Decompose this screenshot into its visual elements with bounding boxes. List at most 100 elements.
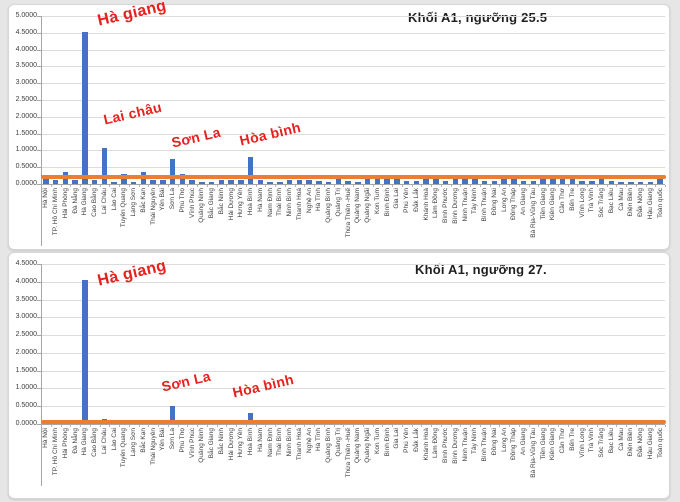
x-axis-category-label: Bắc Kạn: [139, 188, 149, 218]
chart-bar: [628, 182, 634, 184]
x-axis-category-label-text: Quảng Ngãi: [364, 188, 372, 223]
x-axis-tick: [265, 425, 267, 427]
x-axis-category-label: Toàn quốc: [655, 188, 665, 223]
chart-bar: [540, 176, 546, 184]
x-axis-category-label: Hải Dương: [226, 428, 236, 465]
x-axis-category-label: Quảng Trị: [334, 428, 344, 462]
x-axis-category-label: Trà Vinh: [587, 428, 597, 457]
x-axis-category-label-text: Bình Dương: [451, 428, 459, 464]
x-axis-tick: [635, 185, 637, 187]
x-axis-tick: [206, 425, 208, 427]
chart-bar: [277, 181, 283, 184]
x-axis-category-label-text: Bến Tre: [568, 428, 576, 451]
chart-bar: [511, 176, 517, 184]
x-axis-tick: [128, 425, 130, 427]
x-axis-category-label-text: Sóc Trăng: [598, 188, 606, 218]
x-axis-tick: [450, 425, 452, 427]
x-axis-category-label-text: Hà Nội: [42, 188, 50, 208]
x-axis-category-label: Lạng Sơn: [129, 188, 139, 221]
x-axis-category-label: Vĩnh Long: [577, 428, 587, 463]
y-axis-tick: [37, 32, 41, 34]
gridline: [41, 167, 665, 169]
y-axis-tick-label: 3.5000: [15, 62, 37, 70]
x-axis-category-label-text: Hoà Bình: [247, 428, 255, 456]
x-axis-category-label: Đồng Tháp: [509, 188, 519, 225]
chart-bar: [520, 180, 527, 184]
x-axis-category-label: Ninh Bình: [285, 428, 295, 462]
x-axis-tick: [362, 425, 364, 427]
x-axis-category-label-text: Sơn La: [169, 188, 177, 210]
x-axis-tick: [655, 425, 657, 427]
x-axis-tick: [567, 185, 569, 187]
x-axis-category-label: Bắc Ninh: [217, 428, 227, 459]
y-axis-tick-label: 2.5000: [15, 331, 37, 339]
x-axis-tick: [616, 425, 618, 427]
x-axis-tick: [333, 185, 335, 187]
x-axis-tick: [50, 425, 52, 427]
x-axis-tick: [177, 425, 179, 427]
x-axis-tick: [226, 185, 228, 187]
x-axis-category-label-text: Hà Nội: [42, 428, 50, 448]
chart-bar: [647, 182, 654, 184]
x-axis-category-label-text: Quảng Ninh: [198, 188, 206, 223]
gridline: [41, 406, 665, 408]
x-axis-tick: [70, 425, 72, 427]
x-axis-tick: [421, 185, 423, 187]
x-axis-category-label: Kon Tum: [373, 428, 383, 459]
x-axis-category-label: Phú Thọ: [178, 428, 188, 457]
x-axis-category-label: Bạc Liêu: [607, 428, 617, 458]
x-axis-category-label-text: Bình Thuận: [481, 188, 489, 222]
x-axis-tick: [158, 185, 159, 187]
x-axis-category-label-text: Bình Phước: [442, 428, 450, 463]
x-axis-tick: [80, 425, 81, 427]
x-axis-category-label-text: Quảng Ninh: [198, 428, 206, 463]
x-axis-category-label: Yên Bái: [158, 188, 168, 216]
x-axis-category-label-text: Hưng Yên: [237, 188, 245, 218]
chart-bar: [403, 180, 410, 184]
y-axis-tick-label: 2.0000: [15, 348, 37, 356]
x-axis-category-label-text: Hà Giang: [81, 188, 89, 216]
x-axis-tick: [509, 185, 510, 187]
x-axis-category-label-text: Toàn quốc: [656, 188, 664, 218]
gridline: [41, 66, 665, 68]
chart-bar: [413, 180, 420, 184]
x-axis-category-label-text: Hậu Giang: [646, 428, 654, 460]
x-axis-category-label-text: Kiên Giang: [549, 188, 557, 221]
x-axis-category-label-text: Hải Dương: [227, 188, 235, 221]
x-axis-category-label: Cao Bằng: [90, 188, 100, 222]
x-axis-tick: [236, 185, 237, 187]
x-axis-category-label: Đồng Nai: [490, 188, 500, 220]
x-axis-category-label: Quảng Ngãi: [363, 188, 373, 228]
x-axis-category-label: Bình Dương: [451, 188, 461, 229]
x-axis-category-label: Đà Nẵng: [70, 188, 80, 219]
chart-bar: [316, 181, 322, 184]
x-axis-tick: [606, 425, 608, 427]
x-axis-category-label-text: Đồng Tháp: [510, 188, 518, 221]
x-axis-tick: [60, 185, 62, 187]
x-axis-category-label: Ninh Thuận: [460, 188, 470, 227]
chart-bar: [579, 180, 585, 184]
x-axis-tick: [245, 425, 247, 427]
chart-bar: [423, 179, 429, 184]
x-axis-category-label-text: Đồng Nai: [490, 428, 498, 456]
x-axis-category-label-text: Bắc Kạn: [139, 428, 147, 453]
x-axis-tick: [479, 425, 481, 427]
x-axis-category-label: Bình Định: [382, 428, 392, 462]
chart-bar: [452, 175, 459, 184]
x-axis-category-label-text: Gia Lai: [393, 428, 401, 449]
chart-bar: [472, 179, 478, 184]
y-axis-tick-label: 3.0000: [15, 79, 37, 87]
x-axis-category-label: Đắk Nông: [636, 188, 646, 222]
y-axis-tick: [37, 281, 41, 283]
x-axis-category-label: Điện Biên: [626, 428, 636, 461]
chart-bar: [82, 280, 88, 424]
x-axis-category-label: TP. Hồ Chí Minh: [51, 428, 61, 480]
chart-bar: [481, 180, 488, 184]
x-axis-tick: [372, 425, 374, 427]
x-axis-category-label: Long An: [499, 428, 509, 457]
x-axis-tick: [596, 425, 598, 427]
x-axis-category-label-text: Tuyên Quang: [120, 188, 128, 228]
chart-bar: [618, 182, 624, 184]
x-axis-category-label: Quảng Ninh: [197, 188, 207, 228]
chart-bar: [169, 158, 176, 184]
